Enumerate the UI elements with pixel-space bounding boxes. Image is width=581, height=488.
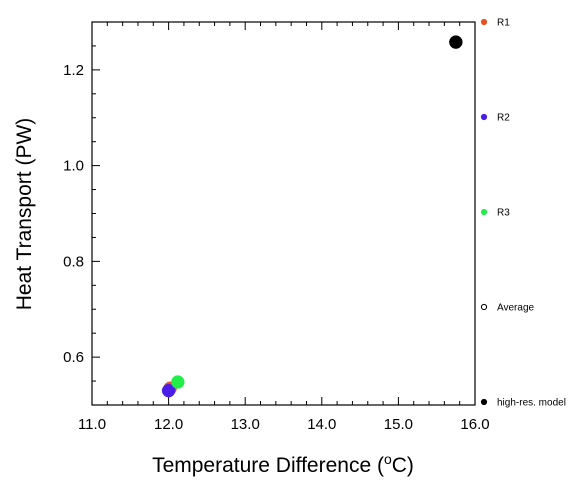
- y-tick-label: 1.0: [63, 158, 84, 175]
- x-tick-label: 15.0: [384, 416, 413, 433]
- data-points: [161, 35, 463, 398]
- y-tick-label: 1.2: [63, 62, 84, 79]
- x-tick-label: 14.0: [307, 416, 336, 433]
- x-tick-label: 12.0: [154, 416, 183, 433]
- axis-ticks: [91, 21, 476, 406]
- legend-marker: [480, 18, 488, 26]
- y-tick-labels: 0.6 0.8 1.0 1.2: [63, 62, 84, 366]
- legend-marker: [480, 208, 488, 216]
- legend-marker: [480, 303, 488, 311]
- y-tick-label: 0.8: [63, 253, 84, 270]
- legend-label: Average: [497, 303, 535, 314]
- x-tick-label: 11.0: [78, 416, 106, 433]
- x-tick-label: 16.0: [460, 416, 489, 433]
- data-point: [171, 375, 185, 389]
- data-point: [449, 35, 463, 49]
- plot-frame: [91, 21, 476, 406]
- y-axis-title: Heat Transport (PW): [13, 118, 36, 311]
- x-axis-title: Temperature Difference (oC): [152, 451, 414, 477]
- legend-label: R1: [497, 18, 510, 29]
- data-point: [161, 383, 176, 398]
- legend-marker: [480, 113, 488, 121]
- y-tick-label: 0.6: [63, 349, 84, 366]
- x-tick-labels: 11.0 12.0 13.0 14.0 15.0 16.0: [78, 416, 490, 433]
- legend-label: R3: [497, 208, 510, 219]
- legend-marker: [480, 398, 488, 406]
- legend-label: high-res. model: [497, 398, 566, 409]
- x-tick-label: 13.0: [231, 416, 260, 433]
- legend-label: R2: [497, 113, 510, 124]
- legend: R1 R2 R3 Average high-res. model: [480, 18, 566, 409]
